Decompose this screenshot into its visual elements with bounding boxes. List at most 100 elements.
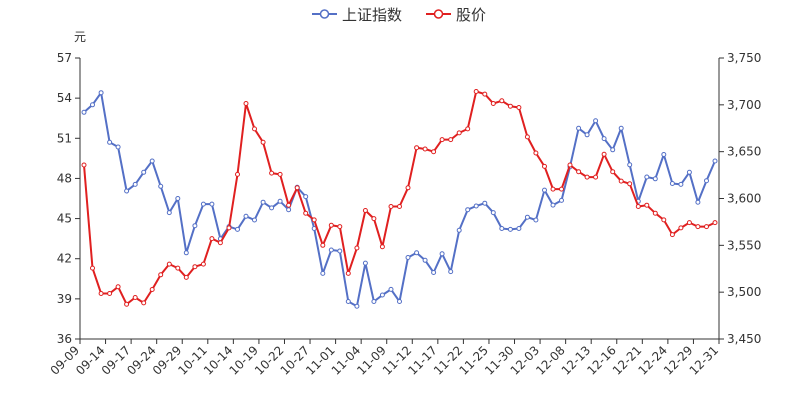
data-point (439, 251, 445, 257)
data-point (669, 181, 675, 186)
data-point (567, 162, 573, 168)
data-point (90, 102, 95, 108)
data-point (584, 132, 590, 138)
right-tick-label: 3,450 (727, 332, 761, 346)
data-point (414, 250, 420, 256)
data-point (422, 146, 428, 152)
data-point (200, 201, 206, 207)
data-point (712, 158, 718, 164)
data-point (166, 261, 172, 267)
data-point (516, 226, 522, 231)
data-point (243, 101, 249, 106)
data-point (303, 194, 309, 200)
data-point (235, 226, 240, 232)
data-point (431, 270, 437, 275)
data-point (209, 201, 215, 207)
legend[interactable]: 上证指数 股价 (312, 6, 486, 24)
data-point (704, 224, 709, 230)
data-point (243, 213, 249, 219)
right-tick-label: 3,700 (727, 98, 761, 112)
data-point (90, 265, 95, 271)
data-point (499, 98, 505, 104)
data-point (98, 291, 104, 296)
data-point (269, 170, 275, 176)
data-point (320, 270, 326, 276)
data-point (516, 105, 522, 110)
data-point (686, 220, 692, 226)
data-point (627, 162, 633, 168)
right-tick-label: 3,750 (727, 51, 761, 65)
data-point (550, 186, 556, 192)
data-point (652, 210, 658, 216)
data-point (542, 187, 547, 193)
left-tick-label: 51 (57, 131, 72, 145)
data-point (542, 163, 547, 169)
left-tick-label: 42 (57, 252, 72, 266)
data-point (695, 224, 701, 230)
data-point (379, 244, 385, 250)
data-point (661, 217, 667, 223)
data-point (397, 299, 402, 304)
data-point (686, 169, 692, 175)
data-point (669, 232, 675, 238)
data-point (618, 125, 624, 131)
data-point (371, 216, 377, 222)
data-point (124, 301, 130, 307)
data-point (550, 202, 556, 208)
data-point (158, 183, 164, 189)
data-point (465, 207, 471, 213)
data-point (405, 255, 411, 260)
data-point (141, 169, 147, 175)
data-point (260, 139, 266, 145)
data-point (217, 240, 223, 246)
data-point (192, 264, 198, 270)
data-point (183, 274, 189, 280)
data-point (166, 210, 172, 216)
data-point (371, 299, 377, 304)
data-point (533, 150, 539, 156)
data-point (635, 204, 641, 209)
data-point (456, 227, 462, 233)
data-point (354, 245, 360, 251)
data-point (124, 188, 130, 194)
data-point (644, 202, 650, 208)
data-point (559, 186, 564, 192)
data-point (81, 109, 87, 115)
data-point (644, 174, 650, 180)
data-point (524, 214, 530, 220)
right-tick-label: 3,550 (727, 238, 761, 252)
data-point (473, 203, 479, 209)
data-point (192, 223, 198, 229)
data-point (473, 89, 479, 94)
legend-item-1[interactable]: 股价 (426, 6, 486, 24)
data-point (524, 134, 530, 140)
data-point (405, 185, 411, 191)
data-point (235, 171, 240, 177)
data-point (277, 198, 283, 204)
data-point (252, 217, 257, 223)
data-point (576, 125, 582, 131)
data-point (610, 147, 616, 153)
data-point (448, 137, 454, 143)
data-point (183, 250, 189, 256)
data-point (337, 224, 343, 230)
data-point (226, 225, 232, 231)
series-layer (81, 89, 718, 309)
data-point (175, 265, 181, 271)
data-point (490, 101, 496, 106)
data-point (209, 236, 215, 242)
legend-label: 上证指数 (342, 6, 402, 24)
data-point (414, 145, 420, 151)
data-point (345, 270, 351, 276)
data-point (107, 291, 113, 296)
data-point (200, 261, 206, 267)
data-point (277, 171, 283, 177)
data-point (533, 217, 539, 223)
data-point (661, 152, 667, 157)
data-point (397, 204, 402, 209)
right-tick-label: 3,600 (727, 192, 761, 206)
left-tick-label: 45 (57, 212, 72, 226)
data-point (379, 292, 385, 298)
legend-item-0[interactable]: 上证指数 (312, 6, 402, 24)
